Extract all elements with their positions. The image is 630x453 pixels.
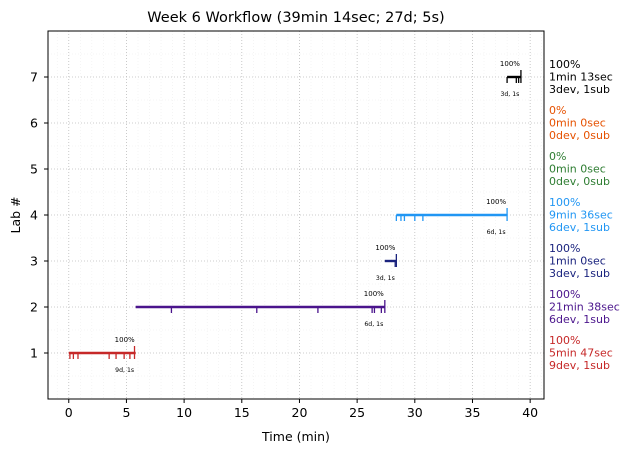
x-tick-label: 25 bbox=[349, 405, 365, 420]
y-tick-label: 1 bbox=[30, 346, 38, 361]
lab-summary-line: 0min 0sec bbox=[549, 163, 606, 176]
lab-summary-line: 3dev, 1sub bbox=[549, 83, 610, 96]
lab-summary-line: 100% bbox=[549, 288, 580, 301]
y-tick-label: 7 bbox=[30, 70, 38, 85]
lab-summary-line: 0dev, 0sub bbox=[549, 175, 610, 188]
lab-summary-line: 100% bbox=[549, 242, 580, 255]
lab-summary-line: 0% bbox=[549, 150, 566, 163]
lab-summary-line: 100% bbox=[549, 334, 580, 347]
x-axis-ticks: 0 5 10 15 20 25 30 35 40 bbox=[65, 399, 538, 420]
x-tick-label: 35 bbox=[465, 405, 481, 420]
x-tick-label: 10 bbox=[176, 405, 192, 420]
commit-count-label: 6d, 1s bbox=[364, 321, 383, 328]
lab-summary-line: 1min 13sec bbox=[549, 71, 613, 84]
x-tick-label: 0 bbox=[65, 405, 73, 420]
lab-summary-line: 100% bbox=[549, 196, 580, 209]
commit-count-label: 9d, 1s bbox=[115, 367, 134, 374]
chart-title: Week 6 Workflow (39min 14sec; 27d; 5s) bbox=[147, 10, 444, 26]
lab-summary-line: 1min 0sec bbox=[549, 255, 606, 268]
y-tick-label: 4 bbox=[30, 208, 38, 223]
lab-summary-line: 0% bbox=[549, 104, 566, 117]
lab-summary-line: 9min 36sec bbox=[549, 209, 613, 222]
lab-summary-line: 6dev, 1sub bbox=[549, 221, 610, 234]
percent-label: 100% bbox=[375, 244, 395, 252]
x-tick-label: 20 bbox=[292, 405, 308, 420]
x-tick-label: 15 bbox=[234, 405, 250, 420]
lab-summary-line: 21min 38sec bbox=[549, 301, 620, 314]
percent-label: 100% bbox=[486, 198, 506, 206]
lab-bars: 100% 9d, 1s 100% 6d, 1s 100% 3d, 1s 100% 6d, 1s… bbox=[68, 60, 522, 374]
x-axis-label: Time (min) bbox=[261, 429, 330, 444]
percent-label: 100% bbox=[115, 336, 135, 344]
lab-summary-line: 0min 0sec bbox=[549, 117, 606, 130]
x-tick-label: 30 bbox=[407, 405, 423, 420]
commit-count-label: 3d, 1s bbox=[500, 91, 519, 98]
lab-summary-line: 0dev, 0sub bbox=[549, 129, 610, 142]
commit-count-label: 6d, 1s bbox=[487, 229, 506, 236]
lab-summary-line: 3dev, 1sub bbox=[549, 267, 610, 280]
lab-summary-line: 100% bbox=[549, 58, 580, 71]
lab-summary-line: 5min 47sec bbox=[549, 347, 613, 360]
x-tick-label: 40 bbox=[522, 405, 538, 420]
y-tick-label: 2 bbox=[30, 300, 38, 315]
lab-summary-line: 9dev, 1sub bbox=[549, 359, 610, 372]
lab-summary-line: 6dev, 1sub bbox=[549, 313, 610, 326]
x-tick-label: 5 bbox=[122, 405, 130, 420]
y-tick-label: 3 bbox=[30, 254, 38, 269]
y-tick-label: 6 bbox=[30, 116, 38, 131]
y-tick-label: 5 bbox=[30, 162, 38, 177]
y-axis-ticks: 1 2 3 4 5 6 7 bbox=[30, 70, 48, 361]
y-axis-label: Lab # bbox=[8, 196, 23, 233]
percent-label: 100% bbox=[500, 60, 520, 68]
percent-label: 100% bbox=[364, 290, 384, 298]
commit-count-label: 3d, 1s bbox=[376, 275, 395, 282]
